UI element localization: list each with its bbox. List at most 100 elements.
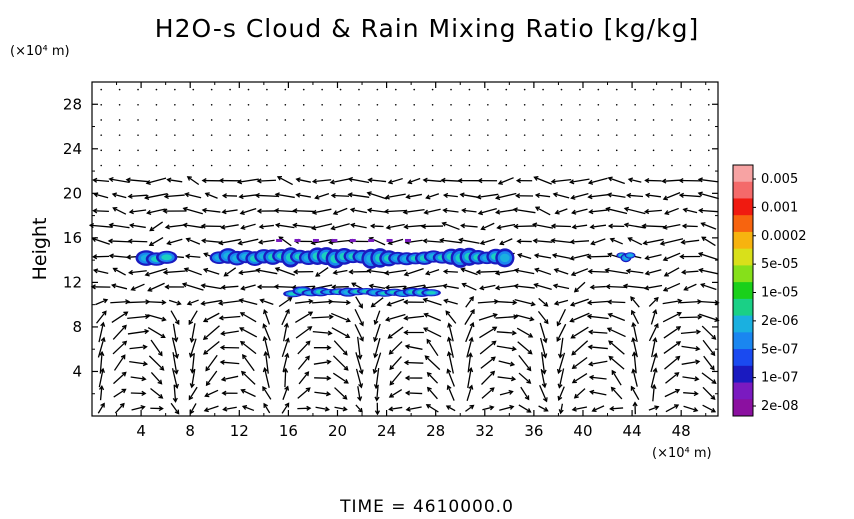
wind-vector — [190, 323, 196, 342]
x-tick-label: 20 — [328, 422, 347, 440]
wind-vector — [333, 340, 348, 356]
vector-dot — [155, 149, 158, 152]
wind-vector-head — [710, 395, 716, 401]
wind-vector-head — [366, 207, 373, 213]
wind-vector — [464, 309, 475, 325]
wind-vector — [698, 178, 719, 183]
colorbar-label: 2e-08 — [761, 399, 799, 414]
wind-vector — [607, 327, 626, 338]
wind-vector-head — [591, 407, 597, 413]
wind-vector-head — [263, 402, 268, 408]
y-axis-unit: (×10⁴ m) — [10, 44, 70, 59]
wind-vector — [98, 322, 105, 343]
wind-vector-head — [402, 209, 408, 215]
wind-vector — [588, 270, 608, 273]
wind-vector — [681, 345, 700, 350]
vector-dot — [376, 88, 379, 91]
wind-vector — [406, 406, 422, 411]
wind-vector — [95, 299, 108, 306]
wind-vector-head — [284, 385, 290, 391]
wind-vector — [150, 339, 163, 356]
wind-vector-head — [107, 238, 113, 244]
wind-vector-head — [570, 271, 576, 277]
wind-vector-head — [609, 237, 615, 243]
wind-vector-head — [630, 309, 636, 315]
vector-dot — [284, 88, 287, 91]
wind-vector-head — [273, 208, 280, 214]
wind-vector — [282, 323, 288, 342]
wind-vector — [330, 178, 351, 184]
wind-vector-head — [588, 361, 594, 367]
wind-vector — [191, 353, 195, 373]
wind-vector-head — [425, 194, 431, 200]
vector-dot — [634, 134, 636, 136]
vector-dot — [192, 119, 195, 121]
vector-dot — [339, 119, 342, 121]
wind-vector-head — [262, 335, 268, 342]
vector-dot — [247, 164, 250, 167]
wind-vector — [425, 268, 440, 275]
vector-dot — [450, 119, 452, 121]
wind-vector — [219, 300, 241, 305]
wind-vector — [632, 369, 638, 387]
wind-vector-head — [238, 269, 244, 276]
wind-vector-head — [92, 177, 98, 183]
wind-vector — [221, 330, 239, 335]
wind-vector — [278, 236, 292, 247]
wind-vector — [147, 301, 166, 304]
vector-dot — [192, 134, 195, 136]
wind-vector — [145, 267, 168, 276]
wind-vector — [589, 209, 608, 213]
wind-vector-head — [262, 309, 268, 315]
wind-vector-head — [442, 192, 449, 199]
wind-vector-head — [145, 179, 151, 185]
wind-vector — [131, 283, 145, 291]
wind-vector — [284, 368, 287, 388]
wind-vector-head — [172, 397, 178, 403]
wind-vector-head — [88, 222, 95, 229]
wind-vector-head — [202, 335, 208, 341]
wind-vector-head — [445, 405, 451, 410]
wind-vector — [331, 194, 350, 197]
wind-vector-head — [460, 223, 466, 229]
wind-vector-head — [533, 253, 540, 259]
wind-vector-head — [239, 210, 245, 216]
wind-vector — [315, 267, 329, 277]
wind-vector — [427, 372, 439, 384]
wind-vector — [426, 339, 439, 357]
wind-vector-head — [389, 365, 395, 371]
wind-vector-head — [631, 336, 637, 343]
wind-vector-head — [693, 407, 699, 413]
wind-vector — [242, 405, 255, 412]
wind-vector — [703, 355, 715, 370]
vector-dot — [579, 119, 581, 121]
wind-vector-head — [342, 406, 348, 412]
vector-dot — [560, 164, 563, 167]
wind-vector-head — [384, 316, 391, 322]
wind-vector-head — [710, 407, 717, 413]
vector-dot — [431, 103, 434, 106]
vector-dot — [413, 164, 416, 167]
wind-vector — [389, 356, 402, 370]
wind-vector-head — [553, 300, 560, 306]
wind-vector — [333, 207, 348, 215]
wind-vector-head — [130, 286, 136, 291]
wind-vector — [626, 270, 644, 274]
wind-vector-head — [588, 209, 594, 215]
wind-vector — [551, 239, 572, 244]
vector-dot — [615, 88, 618, 91]
vector-dot — [210, 88, 213, 91]
wind-vector-head — [515, 193, 521, 199]
wind-vector — [541, 352, 546, 374]
wind-vector — [173, 384, 177, 402]
wind-vector — [698, 192, 719, 200]
wind-vector-head — [185, 237, 191, 243]
wind-vector — [465, 322, 474, 343]
wind-vector-head — [554, 209, 560, 215]
wind-vector-head — [157, 351, 163, 357]
wind-vector-head — [422, 177, 428, 183]
vector-dot — [707, 149, 710, 152]
wind-vector-head — [200, 300, 206, 306]
vector-dot — [689, 164, 692, 167]
wind-vector — [357, 386, 361, 401]
